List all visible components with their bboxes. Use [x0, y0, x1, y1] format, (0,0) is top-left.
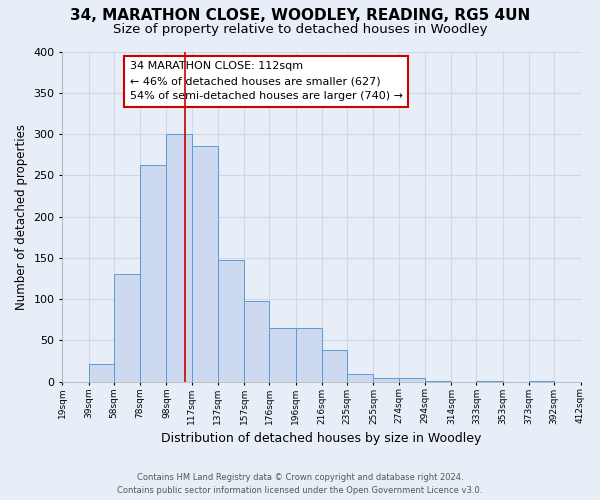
Bar [218, 260, 244, 382]
Bar [322, 350, 347, 382]
Text: Contains HM Land Registry data © Crown copyright and database right 2024.
Contai: Contains HM Land Registry data © Crown c… [118, 474, 482, 495]
X-axis label: Distribution of detached houses by size in Woodley: Distribution of detached houses by size … [161, 432, 482, 445]
Bar [269, 328, 296, 382]
Bar [166, 134, 191, 382]
Bar [373, 378, 398, 382]
Bar [244, 301, 269, 382]
Bar [425, 381, 451, 382]
Bar [398, 378, 425, 382]
Bar [296, 328, 322, 382]
Bar [140, 164, 166, 382]
Bar [529, 381, 554, 382]
Bar [114, 274, 140, 382]
Bar [191, 146, 218, 382]
Text: 34, MARATHON CLOSE, WOODLEY, READING, RG5 4UN: 34, MARATHON CLOSE, WOODLEY, READING, RG… [70, 8, 530, 22]
Bar [347, 374, 373, 382]
Text: 34 MARATHON CLOSE: 112sqm
← 46% of detached houses are smaller (627)
54% of semi: 34 MARATHON CLOSE: 112sqm ← 46% of detac… [130, 62, 403, 101]
Bar [89, 364, 114, 382]
Text: Size of property relative to detached houses in Woodley: Size of property relative to detached ho… [113, 22, 487, 36]
Y-axis label: Number of detached properties: Number of detached properties [15, 124, 28, 310]
Bar [476, 381, 503, 382]
